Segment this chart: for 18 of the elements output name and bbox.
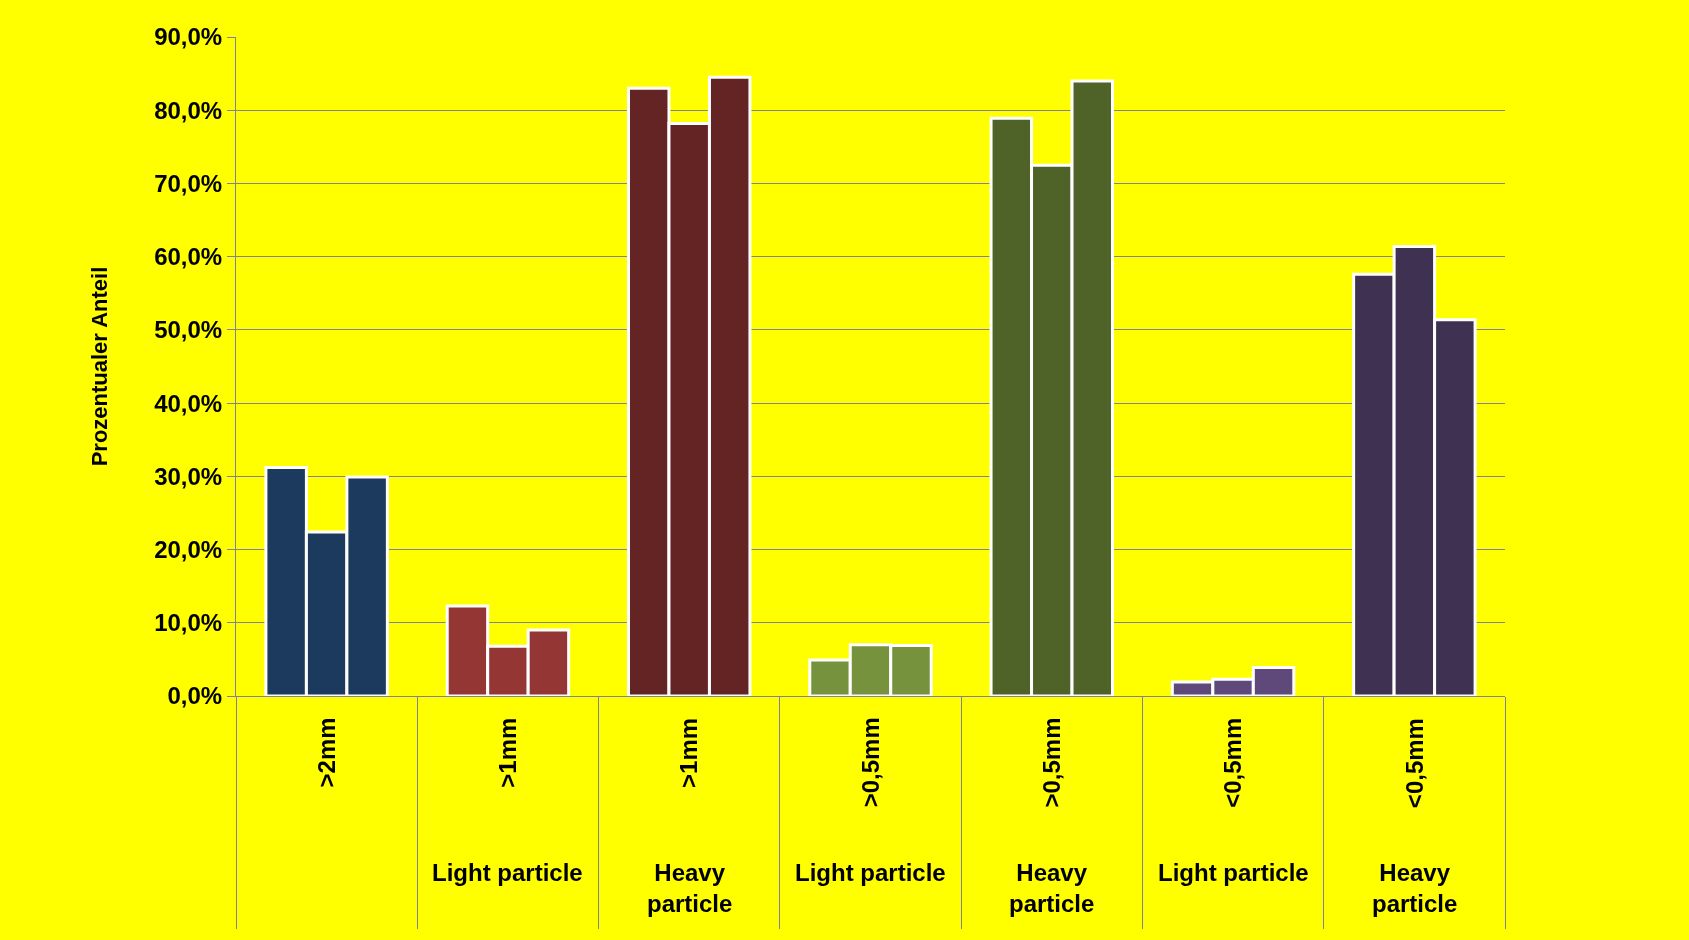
y-tick-label: 80,0% [154,96,223,124]
y-tick-label: 10,0% [154,609,223,637]
y-tick-label: 20,0% [154,535,223,563]
category-label: >0,5mm Light particle [795,717,946,886]
y-tick-label: 70,0% [154,169,223,197]
y-tick-label: 60,0% [154,243,223,271]
y-tick-label: 40,0% [154,389,223,417]
category-label: <0,5mm Light particle [1158,717,1309,886]
y-axis-title: Prozentualer Anteil [86,266,112,467]
y-tick-label: 50,0% [154,316,223,344]
y-tick-label: 30,0% [154,462,223,490]
category-label: >0,5mm Heavy particle [1009,717,1095,918]
y-tick-label: 90,0% [154,23,223,51]
category-label: >1mm Light particle [432,717,583,886]
y-tick-label: 0,0% [167,682,223,710]
category-label: <0,5mm Heavy particle [1372,718,1458,918]
x-tick-label: >2mm [312,717,340,788]
category-label: >1mm Heavy particle [647,717,733,918]
